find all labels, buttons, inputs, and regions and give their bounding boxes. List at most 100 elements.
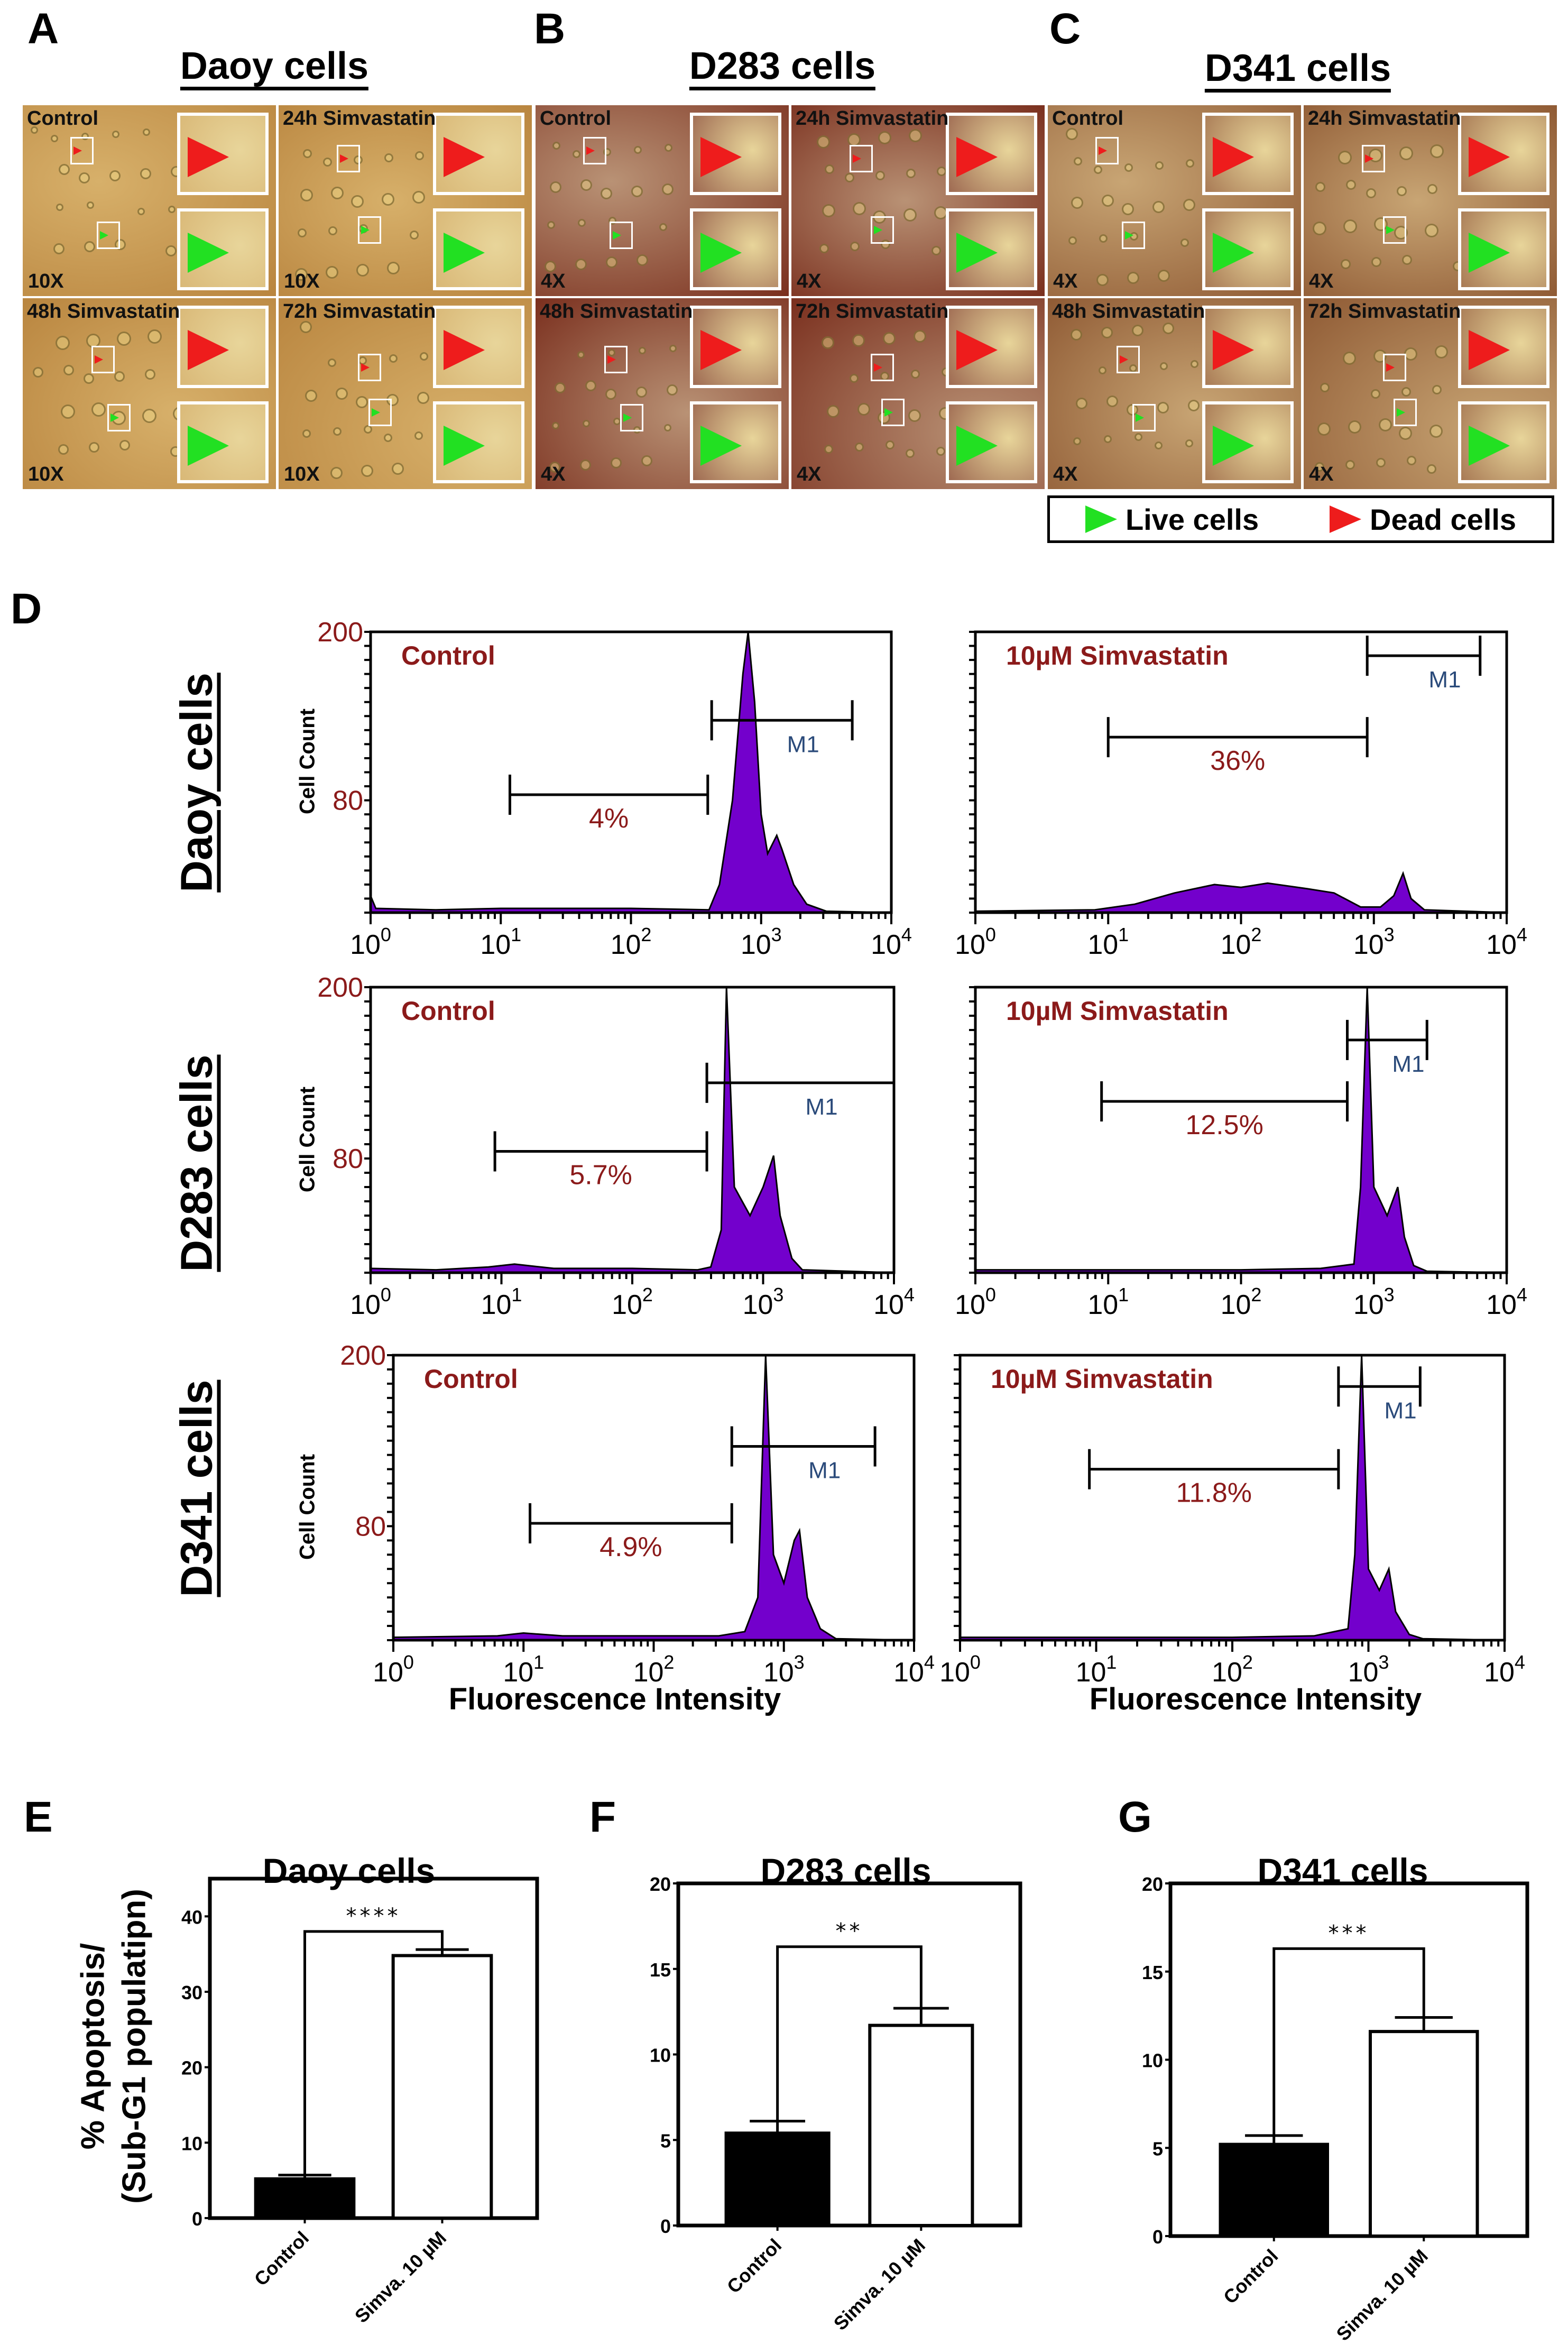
green-arrow-icon [623, 413, 632, 422]
inset-dead-cell [433, 113, 524, 195]
y-tick-label: 5 [660, 2130, 671, 2151]
cell-blob [1315, 462, 1324, 472]
histogram-area [392, 1355, 915, 1641]
cell-blob [1155, 442, 1163, 449]
cell-blob [305, 390, 317, 402]
inset-live-cell [690, 401, 781, 484]
x-tick-label: 102 [1212, 1651, 1253, 1688]
cell-blob [1315, 182, 1325, 192]
cell-blob [87, 201, 94, 209]
cell-blob [1376, 458, 1386, 467]
green-arrow-icon [1386, 226, 1395, 234]
selection-box [1394, 399, 1417, 426]
histogram-4: 100 101 102 103 104 10µM Simvastatin 12.5% M1 [955, 986, 1527, 1320]
cell-blob [412, 191, 425, 204]
x-tick-label: Simva. 10 µM [829, 2234, 929, 2334]
cell-blob [552, 422, 559, 429]
green-arrow-icon [1213, 232, 1255, 273]
x-tick-label: 100 [955, 924, 996, 960]
cell-blob [555, 382, 566, 393]
red-arrow-icon [586, 146, 595, 155]
row-label-d283: D283 cells [171, 1054, 222, 1272]
row-label-d341: D341 cells [171, 1380, 222, 1597]
significance-bracket [1272, 1947, 1425, 2136]
micrograph: Control 4X [1048, 105, 1301, 296]
green-arrow-icon [874, 226, 882, 234]
red-arrow-icon [188, 137, 229, 178]
selection-box [1095, 137, 1119, 164]
histogram-area [370, 631, 892, 914]
cell-blob [549, 462, 560, 473]
cell-blob [906, 169, 916, 178]
cell-blob [906, 449, 915, 458]
red-arrow-icon [956, 330, 998, 371]
cell-blob [1183, 199, 1195, 211]
cell-blob [1435, 345, 1448, 358]
cell-blob [91, 402, 106, 417]
cell-blob [1399, 146, 1413, 160]
histogram-area [974, 871, 1507, 914]
marker-label: 4.9% [599, 1532, 662, 1562]
cell-blob [881, 240, 890, 249]
x-tick-label: 102 [611, 924, 652, 960]
cell-blob [1074, 157, 1082, 165]
panel-letter-e: E [24, 1793, 53, 1841]
cell-blob [1188, 400, 1200, 411]
cell-blob [611, 457, 622, 468]
green-arrow-icon [372, 408, 380, 417]
x-tick-label: 104 [1486, 924, 1527, 960]
micrograph: 24h Simvastatin 10X [279, 105, 532, 296]
cell-blob [1160, 362, 1168, 370]
micrograph-label: Control [27, 107, 99, 130]
cell-blob [56, 336, 70, 350]
microscopy-panel-d341: Control 4X 24h Simvastatin 4X 48h Simvastati… [1048, 105, 1557, 489]
bar-control [724, 2131, 831, 2227]
x-tick-label: 101 [480, 924, 521, 960]
inset-live-cell [1202, 401, 1294, 484]
marker-label: 4% [589, 803, 629, 834]
x-tick-label: 103 [1348, 1651, 1389, 1688]
cell-blob [1429, 425, 1443, 438]
sub-g1-marker: 36% [1106, 717, 1369, 776]
selection-box [70, 137, 94, 164]
micrograph: 48h Simvastatin 4X [536, 298, 789, 489]
cell-blob [1343, 219, 1357, 233]
cell-blob [664, 424, 671, 431]
cell-blob [1185, 439, 1193, 447]
cell-blob [165, 245, 177, 256]
cell-blob [931, 246, 941, 255]
cell-blob [145, 369, 155, 380]
green-arrow-icon [110, 413, 119, 422]
cell-blob [410, 231, 419, 240]
cell-blob [667, 384, 678, 396]
marker-label: M1 [1392, 1051, 1424, 1077]
cell-blob [1313, 222, 1326, 235]
green-arrow-icon [956, 425, 998, 466]
cell-blob [853, 202, 866, 215]
cell-blob [331, 187, 344, 199]
micrograph: 24h Simvastatin 4X [791, 105, 1045, 296]
red-arrow-icon [1213, 137, 1255, 178]
magnification-label: 4X [1309, 270, 1334, 292]
cell-blob [137, 208, 145, 215]
inset-dead-cell [690, 306, 781, 388]
y-tick-label: 80 [333, 1144, 363, 1174]
cell-blob [58, 444, 69, 455]
cell-blob [336, 388, 348, 400]
significance-bracket [303, 1930, 444, 2175]
cell-blob [51, 135, 58, 142]
selection-box [91, 346, 115, 373]
green-arrow-icon [188, 232, 229, 273]
cell-blob [637, 254, 648, 266]
legend-dead: Dead cells [1330, 502, 1516, 537]
cell-blob [606, 256, 617, 268]
inset-dead-cell [177, 306, 269, 388]
plot-frame [369, 630, 893, 914]
green-arrow-icon [700, 425, 742, 466]
cell-blob [850, 374, 859, 383]
panel-letter-c: C [1049, 5, 1081, 53]
selection-box [358, 354, 381, 381]
significance-stars: **** [346, 1904, 401, 1928]
cell-blob [1129, 364, 1137, 372]
magnification-label: 4X [797, 463, 822, 485]
